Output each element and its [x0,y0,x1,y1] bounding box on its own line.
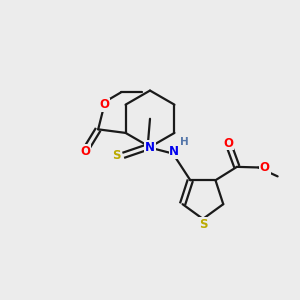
Text: S: S [112,149,121,162]
Text: N: N [169,145,179,158]
Text: O: O [223,136,233,150]
Text: N: N [145,140,155,154]
Text: O: O [80,145,90,158]
Text: S: S [199,218,207,231]
Text: O: O [99,98,109,112]
Text: O: O [260,161,270,174]
Text: H: H [180,137,189,147]
